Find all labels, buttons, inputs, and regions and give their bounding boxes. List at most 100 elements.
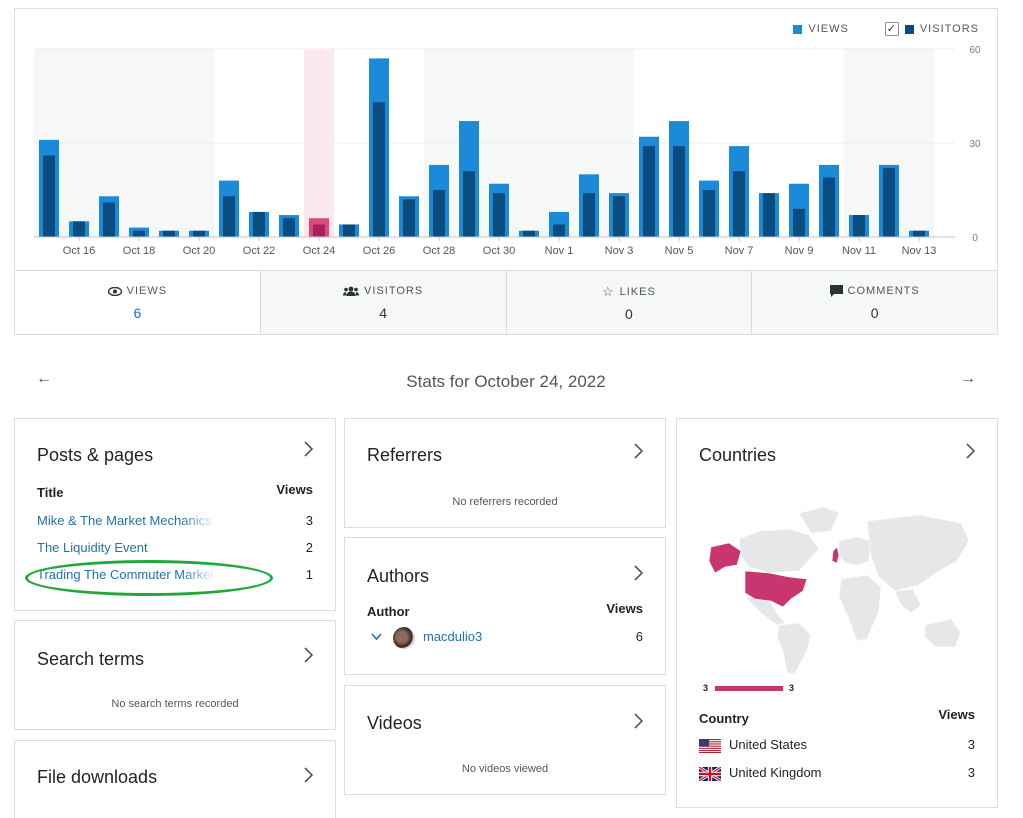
next-date-button[interactable]: → — [960, 370, 976, 387]
eye-icon — [107, 286, 122, 296]
y-tick-label: 30 — [969, 139, 981, 150]
visitors-bar[interactable] — [43, 155, 55, 237]
visitors-bar[interactable] — [913, 230, 925, 237]
visitors-bar[interactable] — [223, 196, 235, 237]
visitors-bar[interactable] — [643, 146, 655, 237]
visitors-bar[interactable] — [463, 171, 475, 237]
people-icon — [343, 286, 360, 296]
search-terms-empty-message: No search terms recorded — [111, 698, 239, 710]
chevron-down-icon[interactable] — [371, 633, 382, 641]
post-link[interactable]: Trading The Commuter Market — [37, 567, 215, 582]
map-scale-min: 3 — [703, 683, 709, 693]
visitors-bar[interactable] — [733, 171, 745, 237]
bar-chart: 0 30 60 Oct 16 Oct 18 Oct 20 Oct 22 Oct 24 Oct 2… — [34, 45, 981, 257]
post-link[interactable]: Mike & The Market Mechanics — [37, 513, 212, 528]
tab-visitors-value: 4 — [379, 305, 388, 321]
list-item: Mike & The Market Mechanics 3 — [37, 513, 313, 533]
avatar — [393, 627, 415, 649]
visitors-bar[interactable] — [673, 146, 685, 237]
visitors-bar[interactable] — [253, 211, 265, 237]
x-tick-label: Nov 11 — [842, 245, 876, 257]
author-row: macdulio3 6 — [367, 627, 643, 649]
tab-views-value: 6 — [133, 305, 142, 321]
post-link[interactable]: The Liquidity Event — [37, 540, 148, 555]
x-tick-label: Nov 3 — [605, 245, 634, 257]
tab-views[interactable]: VIEWS 6 — [15, 271, 260, 334]
visitors-bar[interactable] — [103, 202, 115, 237]
posts-views-header: Views — [276, 482, 313, 497]
previous-date-button[interactable]: ← — [36, 370, 52, 387]
visitors-bar[interactable] — [883, 168, 895, 237]
date-navigation: ← Stats for October 24, 2022 → — [14, 368, 998, 398]
country-row-us: United States — [699, 737, 807, 753]
visitors-bar[interactable] — [403, 199, 415, 237]
stats-chart-card: 0 30 60 Oct 16 Oct 18 Oct 20 Oct 22 Oct 24 Oct 2… — [14, 8, 998, 335]
list-item: United Kingdom 3 — [699, 765, 975, 785]
countries-chevron-icon[interactable] — [965, 443, 976, 464]
visitors-checkbox[interactable]: ✓ — [884, 22, 899, 36]
visitors-bar[interactable] — [163, 230, 175, 237]
visitors-bar[interactable] — [793, 208, 805, 237]
country-views: 3 — [967, 737, 975, 752]
visitors-bar[interactable] — [553, 224, 565, 237]
videos-card: Videos No videos viewed — [344, 685, 666, 795]
chart-legend: VIEWS ✓ VISITORS — [793, 22, 979, 36]
visitors-bar[interactable] — [373, 102, 385, 238]
visitors-bar[interactable] — [613, 196, 625, 237]
search-terms-chevron-icon[interactable] — [303, 647, 314, 668]
country-row-uk: United Kingdom — [699, 765, 822, 781]
tab-visitors[interactable]: VISITORS 4 — [259, 271, 506, 334]
visitors-bar[interactable] — [433, 190, 445, 237]
referrers-title: Referrers — [367, 445, 443, 465]
x-tick-label: Nov 1 — [545, 245, 574, 257]
authors-chevron-icon[interactable] — [633, 565, 644, 586]
visitors-bar[interactable] — [583, 193, 595, 237]
x-tick-label: Oct 28 — [423, 245, 455, 257]
authors-author-header: Author — [367, 604, 410, 619]
list-item: United States 3 — [699, 737, 975, 757]
x-tick-label: Oct 22 — [243, 245, 275, 257]
visitors-legend-label: VISITORS — [919, 23, 979, 35]
videos-chevron-icon[interactable] — [633, 713, 644, 734]
world-map — [708, 506, 970, 674]
visitors-bar[interactable] — [493, 193, 505, 237]
search-terms-card: Search terms No search terms recorded — [14, 620, 336, 730]
referrers-chevron-icon[interactable] — [633, 443, 644, 464]
visitors-bar[interactable] — [193, 230, 205, 237]
stats-tabs: VIEWS 6 VISITORS 4 ☆ LIKES 0 COMMENTS 0 — [15, 270, 997, 334]
posts-pages-chevron-icon[interactable] — [303, 441, 314, 462]
x-tick-label: Oct 24 — [303, 245, 335, 257]
visitors-bar[interactable] — [853, 215, 865, 237]
visitors-bar[interactable] — [133, 230, 145, 237]
x-tick-label: Nov 7 — [725, 245, 754, 257]
star-icon: ☆ — [601, 284, 615, 299]
countries-title: Countries — [699, 445, 777, 465]
file-downloads-card: File downloads — [14, 740, 336, 818]
referrers-card: Referrers No referrers recorded — [344, 418, 666, 528]
visitors-legend-swatch — [904, 24, 914, 34]
visitors-bar[interactable] — [343, 224, 355, 237]
tab-visitors-label: VISITORS — [364, 285, 424, 297]
tab-likes[interactable]: ☆ LIKES 0 — [505, 271, 752, 334]
posts-pages-title: Posts & pages — [37, 445, 154, 465]
visitors-bar[interactable] — [313, 224, 325, 237]
file-downloads-chevron-icon[interactable] — [303, 767, 314, 788]
visitors-bar[interactable] — [283, 218, 295, 237]
y-tick-label: 0 — [972, 233, 978, 244]
author-views: 6 — [635, 629, 643, 644]
author-link[interactable]: macdulio3 — [423, 629, 483, 644]
visitors-bar[interactable] — [763, 193, 775, 237]
referrers-empty-message: No referrers recorded — [452, 496, 558, 508]
videos-empty-message: No videos viewed — [461, 763, 549, 775]
visitors-bar[interactable] — [703, 190, 715, 237]
authors-views-header: Views — [606, 601, 643, 616]
videos-title: Videos — [367, 713, 422, 733]
date-title: Stats for October 24, 2022 — [406, 372, 606, 391]
tab-comments[interactable]: COMMENTS 0 — [751, 271, 997, 334]
visitors-bar[interactable] — [523, 230, 535, 237]
visitors-bar[interactable] — [823, 177, 835, 237]
visitors-bar[interactable] — [73, 221, 85, 237]
country-name: United States — [729, 737, 808, 752]
comment-icon — [829, 285, 843, 297]
search-terms-title: Search terms — [37, 649, 145, 669]
